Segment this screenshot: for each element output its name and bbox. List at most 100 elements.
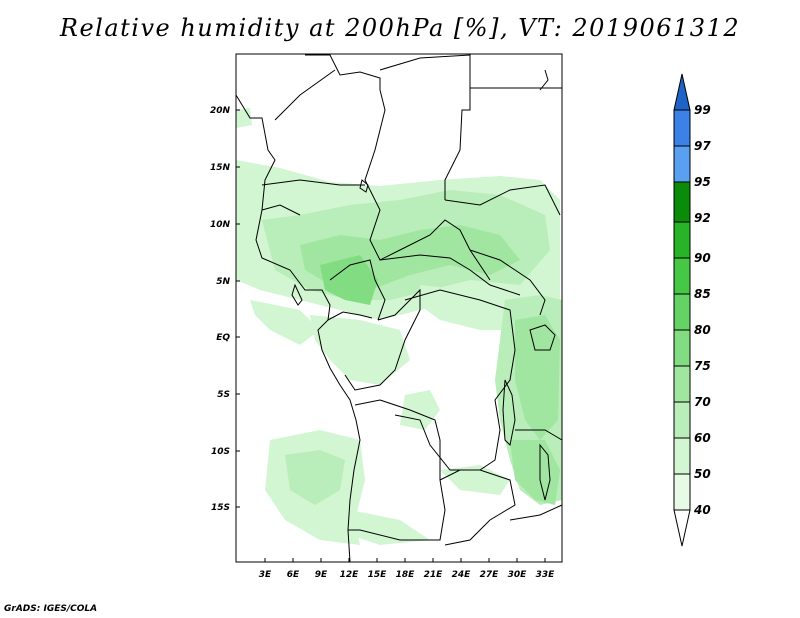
border-congo (344, 288, 421, 391)
lake-victoria (529, 324, 556, 351)
border-zambia (439, 469, 516, 546)
border-sahara (305, 54, 386, 191)
border-chad (369, 189, 491, 281)
lat-label-15n: 15N (210, 163, 231, 173)
border-mozambique (509, 504, 563, 521)
lat-tick-15s: 15S (211, 503, 240, 513)
border-sudan-ss (444, 184, 561, 216)
lat-label-10n: 10N (210, 220, 231, 230)
lake-chad (359, 179, 369, 193)
lon-label-24e: 24E (452, 570, 472, 580)
colorbar-label-70: 70 (694, 395, 711, 409)
lat-tick-10n: 10N (210, 220, 240, 230)
lat-label-15s: 15S (211, 503, 230, 513)
colorbar-segment-95 (673, 145, 691, 183)
humidity-shading (236, 108, 562, 545)
colorbar-segment-90 (673, 221, 691, 259)
colorbar-segment-85 (673, 257, 691, 295)
lon-label-18e: 18E (396, 570, 416, 580)
lon-label-6e: 6E (287, 570, 300, 580)
lon-label-27e: 27E (480, 570, 500, 580)
colorbar-segment-70 (673, 365, 691, 403)
lake-malawi (539, 443, 551, 501)
colorbar-arrow-bottom (673, 509, 691, 547)
lat-tick-20n: 20N (210, 106, 240, 116)
lat-label-10s: 10S (211, 447, 230, 457)
red-sea-coast (539, 69, 549, 91)
grads-credit: GrADS: IGES/COLA (4, 604, 98, 614)
lat-tick-15n: 15N (210, 163, 240, 173)
lon-label-30e: 30E (508, 570, 528, 580)
map-title: Relative humidity at 200hPa [%], VT: 201… (59, 14, 741, 42)
humidity-area-cameroon (320, 255, 378, 305)
border-drc (394, 289, 516, 471)
lat-label-eq: EQ (216, 333, 230, 343)
colorbar-label-85: 85 (694, 287, 711, 301)
humidity-area-east-core (515, 315, 560, 440)
lat-label-20n: 20N (210, 106, 231, 116)
lon-tick-6e: 6E (287, 558, 300, 580)
colorbar-label-90: 90 (694, 251, 711, 265)
lat-label-5n: 5N (216, 277, 230, 287)
humidity-area-central (310, 315, 410, 385)
colorbar-label-50: 50 (694, 467, 711, 481)
colorbar-segment-50 (673, 437, 691, 475)
coastline-west (235, 94, 361, 563)
colorbar-segment-75 (673, 329, 691, 367)
border-cameroon (329, 259, 386, 321)
colorbar-segment-80 (673, 293, 691, 331)
lon-tick-33e: 33E (536, 558, 556, 580)
border-gabon (327, 311, 373, 321)
lat-tick-5s: 5S (217, 390, 240, 400)
lat-axis: 20N 15N 10N 5N EQ 5S 10S 15S (210, 106, 240, 513)
colorbar-label-92: 92 (694, 211, 711, 225)
lon-label-15e: 15E (368, 570, 388, 580)
lon-tick-3e: 3E (259, 558, 272, 580)
lon-label-3e: 3E (259, 570, 272, 580)
colorbar-labels: 40 50 60 70 75 80 85 90 92 95 97 99 (693, 103, 711, 517)
humidity-area-guinea (250, 300, 320, 345)
colorbar-segment-60 (673, 401, 691, 439)
colorbar-label-95: 95 (694, 175, 711, 189)
lake-volta (291, 283, 303, 306)
colorbar-segment-92 (673, 181, 691, 223)
lon-tick-27e: 27E (480, 558, 500, 580)
lat-label-5s: 5S (217, 390, 230, 400)
lat-tick-5n: 5N (216, 277, 240, 287)
lon-tick-30e: 30E (508, 558, 528, 580)
humidity-area-atlantic-core (285, 450, 345, 505)
lon-tick-18e: 18E (396, 558, 416, 580)
colorbar-arrow-top (673, 73, 691, 111)
lon-label-33e: 33E (536, 570, 556, 580)
colorbar-label-97: 97 (694, 139, 711, 153)
lat-tick-eq: EQ (216, 333, 240, 343)
border-car (379, 254, 521, 296)
border-tanzania (515, 429, 563, 441)
lon-label-21e: 21E (424, 570, 444, 580)
colorbar-label-40: 40 (693, 503, 711, 517)
colorbar-segment-40 (673, 473, 691, 511)
map-frame (235, 53, 563, 563)
humidity-area-westcoast (236, 108, 252, 128)
colorbar-label-75: 75 (694, 359, 711, 373)
border-mali-algeria (274, 69, 336, 121)
humidity-area-niger (400, 390, 440, 430)
lon-label-9e: 9E (315, 570, 328, 580)
lon-tick-12e: 12E (340, 558, 360, 580)
lon-tick-9e: 9E (315, 558, 328, 580)
lon-tick-21e: 21E (424, 558, 444, 580)
colorbar (673, 73, 691, 547)
colorbar-label-99: 99 (694, 103, 711, 117)
border-libya (379, 54, 471, 200)
lon-tick-24e: 24E (452, 558, 472, 580)
border-ss (469, 249, 546, 316)
humidity-area-tanganyika (440, 465, 510, 495)
lat-tick-10s: 10S (211, 447, 240, 457)
lon-axis: 3E 6E 9E 12E 15E 18E 21E 24E 27E 30E 33E (259, 558, 555, 580)
border-burkina (261, 204, 301, 216)
colorbar-label-80: 80 (694, 323, 711, 337)
humidity-area-angola (350, 510, 430, 545)
country-boundaries (235, 54, 563, 563)
lon-label-12e: 12E (340, 570, 360, 580)
border-nigeria-niger (261, 179, 365, 186)
